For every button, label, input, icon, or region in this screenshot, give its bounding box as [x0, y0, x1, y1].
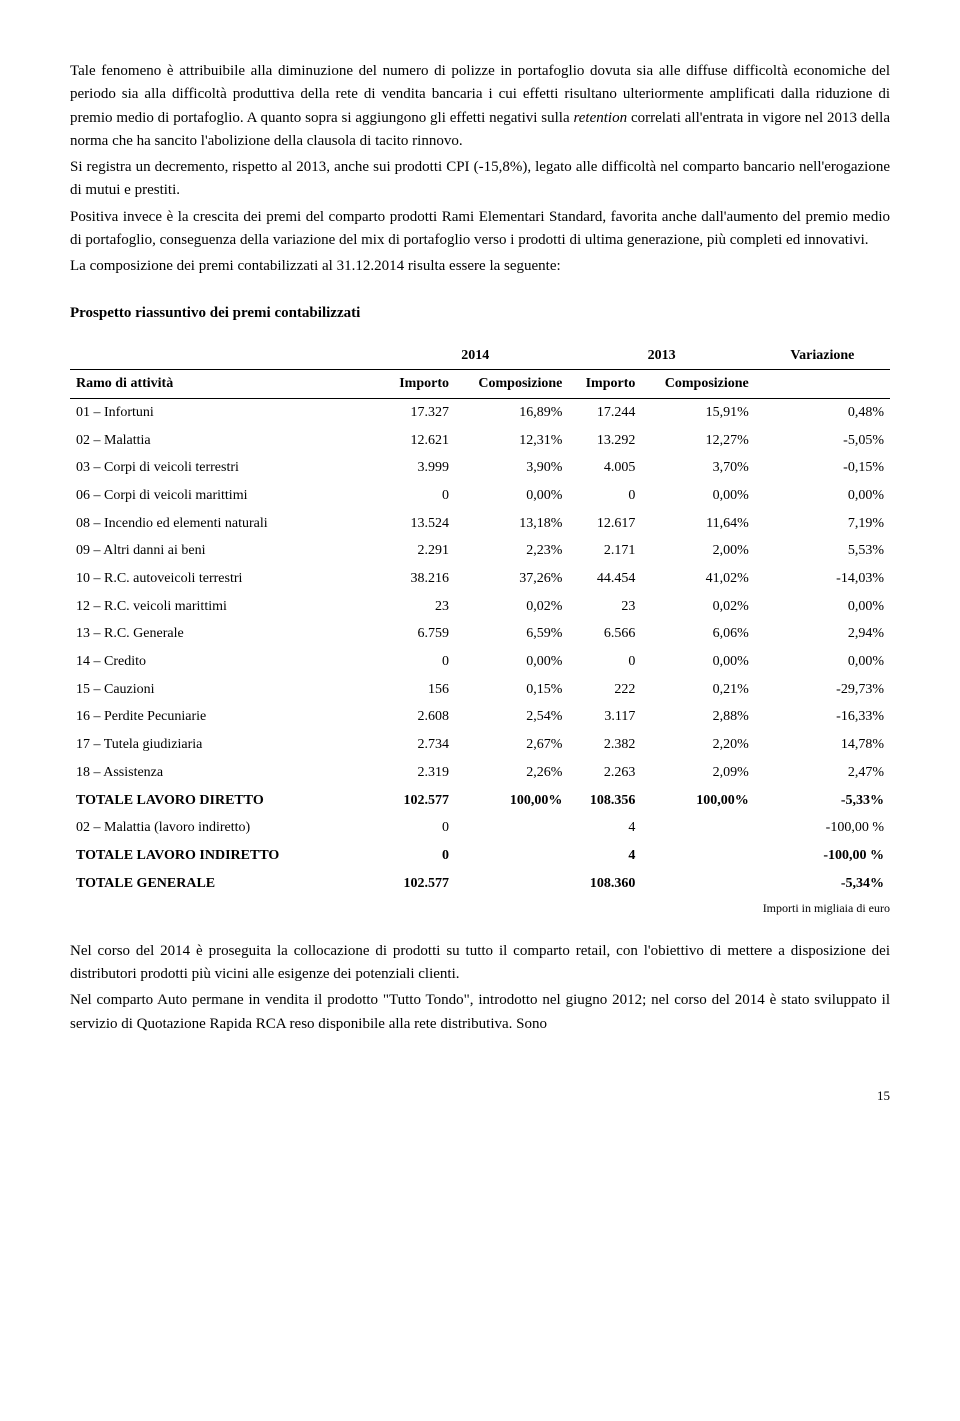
table-row: 08 – Incendio ed elementi naturali13.524…: [70, 510, 890, 538]
section-title: Prospetto riassuntivo dei premi contabil…: [70, 302, 890, 325]
table-row: 09 – Altri danni ai beni2.2912,23%2.1712…: [70, 537, 890, 565]
table-row: 17 – Tutela giudiziaria2.7342,67%2.3822,…: [70, 731, 890, 759]
table-row: 12 – R.C. veicoli marittimi230,02%230,02…: [70, 593, 890, 621]
table-row: 01 – Infortuni17.32716,89%17.24415,91%0,…: [70, 398, 890, 426]
col-year-2014: 2014: [382, 342, 568, 370]
table-row: 06 – Corpi di veicoli marittimi00,00%00,…: [70, 482, 890, 510]
paragraph-2: Si registra un decremento, rispetto al 2…: [70, 156, 890, 203]
page-number: 15: [70, 1086, 890, 1106]
paragraph-1-italic: retention: [573, 110, 627, 126]
total-indiretto-row: TOTALE LAVORO INDIRETTO04-100,00 %: [70, 842, 890, 870]
col-importo-2: Importo: [568, 370, 641, 399]
table-row: 10 – R.C. autoveicoli terrestri38.21637,…: [70, 565, 890, 593]
col-comp-1: Composizione: [455, 370, 568, 399]
col-year-2013: 2013: [568, 342, 754, 370]
table-footnote: Importi in migliaia di euro: [70, 899, 890, 918]
malattia-indiretto-row: 02 – Malattia (lavoro indiretto)04-100,0…: [70, 814, 890, 842]
table-row: 18 – Assistenza2.3192,26%2.2632,09%2,47%: [70, 759, 890, 787]
table-row: 03 – Corpi di veicoli terrestri3.9993,90…: [70, 454, 890, 482]
col-activity: Ramo di attività: [70, 370, 382, 399]
paragraph-5: Nel corso del 2014 è proseguita la collo…: [70, 940, 890, 987]
col-importo-1: Importo: [382, 370, 455, 399]
paragraph-1: Tale fenomeno è attribuibile alla diminu…: [70, 60, 890, 153]
col-variation: Variazione: [755, 342, 890, 370]
col-comp-2: Composizione: [641, 370, 754, 399]
table-row: 13 – R.C. Generale6.7596,59%6.5666,06%2,…: [70, 620, 890, 648]
table-row: 15 – Cauzioni1560,15%2220,21%-29,73%: [70, 676, 890, 704]
paragraph-3: Positiva invece è la crescita dei premi …: [70, 206, 890, 253]
paragraph-4: La composizione dei premi contabilizzati…: [70, 255, 890, 278]
table-row: 16 – Perdite Pecuniarie2.6082,54%3.1172,…: [70, 703, 890, 731]
table-row: 14 – Credito00,00%00,00%0,00%: [70, 648, 890, 676]
premiums-table: 2014 2013 Variazione Ramo di attività Im…: [70, 342, 890, 898]
table-row: 02 – Malattia12.62112,31%13.29212,27%-5,…: [70, 427, 890, 455]
total-diretto-row: TOTALE LAVORO DIRETTO102.577100,00%108.3…: [70, 787, 890, 815]
paragraph-6: Nel comparto Auto permane in vendita il …: [70, 989, 890, 1036]
total-generale-row: TOTALE GENERALE102.577108.360-5,34%: [70, 870, 890, 898]
